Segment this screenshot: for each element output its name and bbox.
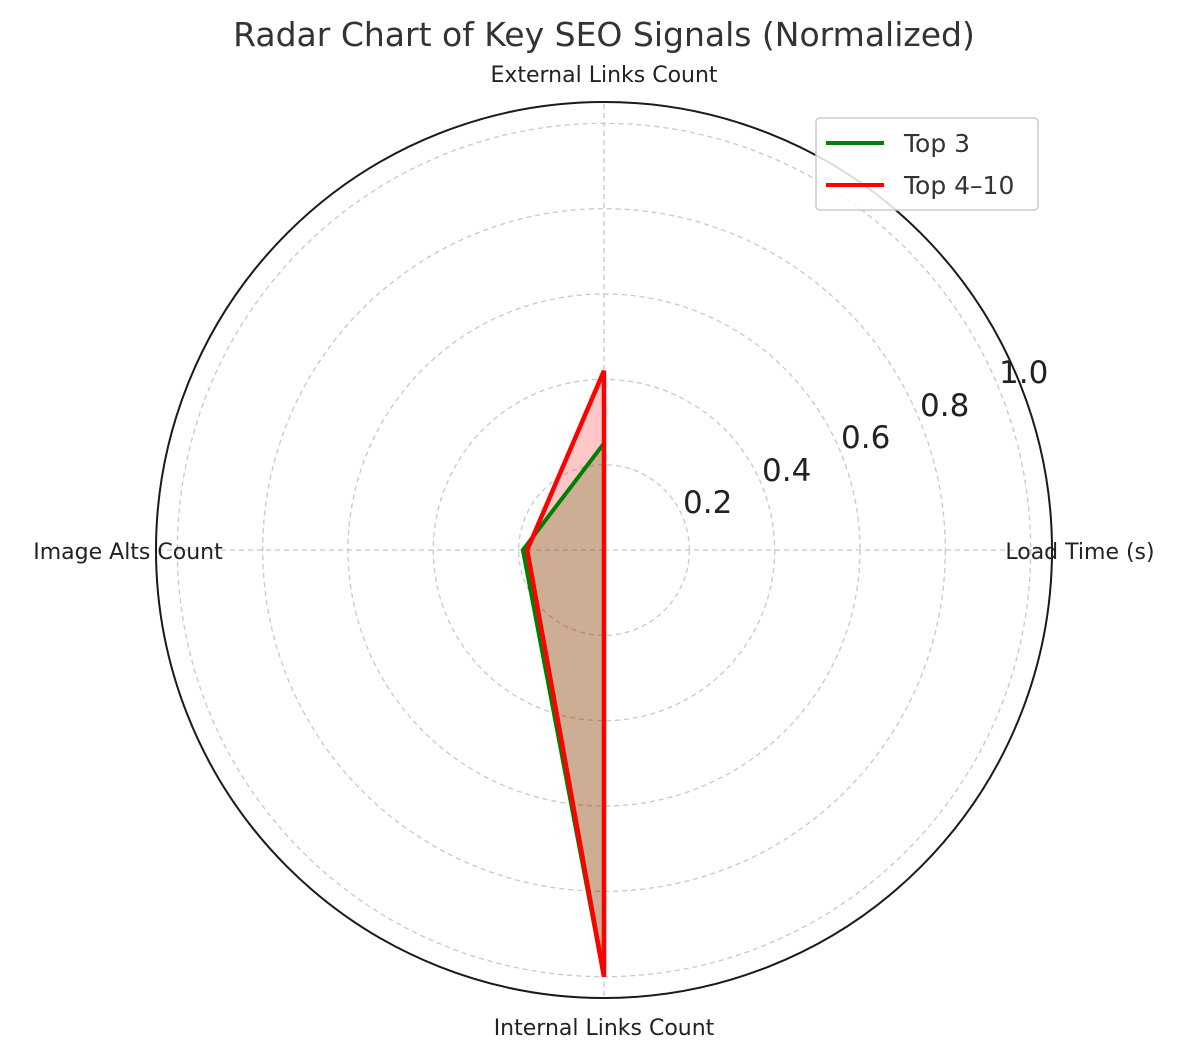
axis-label-external-links: External Links Count bbox=[490, 63, 717, 88]
radial-tick-0-8: 0.8 bbox=[920, 388, 969, 424]
chart-title: Radar Chart of Key SEO Signals (Normaliz… bbox=[233, 15, 975, 54]
axis-label-internal-links: Internal Links Count bbox=[494, 1016, 715, 1041]
series-fill-1 bbox=[522, 443, 604, 977]
axis-label-load-time: Load Time (s) bbox=[1005, 540, 1154, 565]
radial-tick-0-2: 0.2 bbox=[683, 485, 732, 521]
radial-tick-1-0: 1.0 bbox=[999, 355, 1048, 391]
radial-tick-0-4: 0.4 bbox=[762, 453, 811, 489]
legend: Top 3 Top 4–10 bbox=[815, 117, 1039, 211]
legend-label-top-3: Top 3 bbox=[903, 129, 970, 158]
radial-tick-0-6: 0.6 bbox=[841, 420, 890, 456]
outer-frame bbox=[155, 101, 1053, 999]
series-layer bbox=[520, 369, 607, 978]
legend-label-top-4-10: Top 4–10 bbox=[903, 171, 1014, 200]
axis-label-image-alts: Image Alts Count bbox=[33, 540, 223, 565]
series-line-2 bbox=[524, 369, 607, 978]
